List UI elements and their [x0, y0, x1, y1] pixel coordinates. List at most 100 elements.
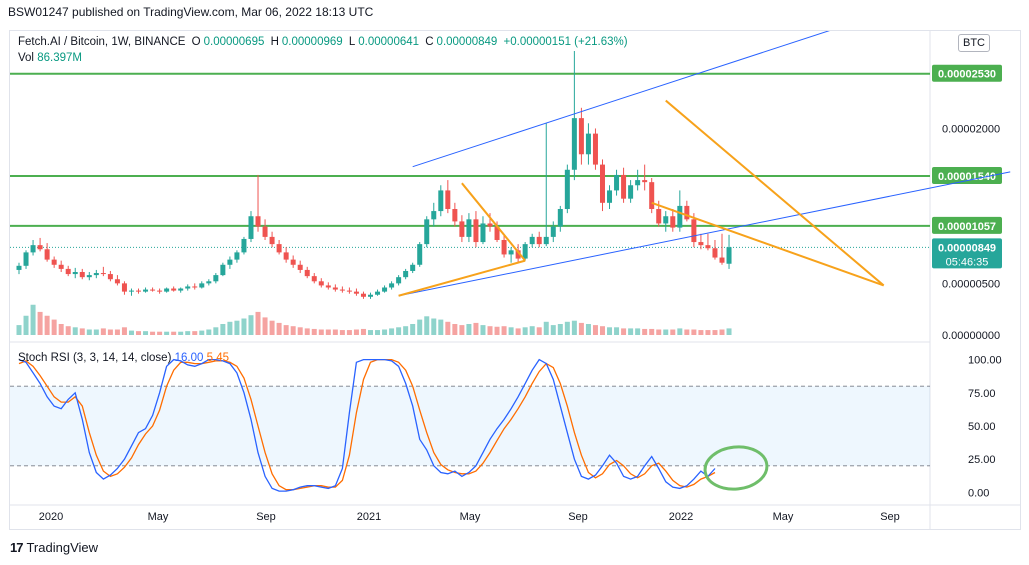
volume-bar: [255, 311, 261, 335]
high-value: 0.00000969: [281, 36, 343, 48]
volume-bar: [30, 304, 36, 335]
candle-body: [100, 273, 106, 275]
candle-body: [178, 288, 184, 291]
volume-bar: [705, 330, 711, 335]
volume-bar: [487, 326, 493, 335]
candle-body: [599, 164, 605, 203]
candle-body: [459, 221, 465, 237]
candle-body: [332, 287, 338, 290]
candle-body: [494, 226, 500, 240]
candle-body: [677, 205, 683, 228]
candle-body: [607, 190, 613, 203]
candle-body: [143, 289, 149, 292]
volume-bar: [79, 328, 85, 335]
tradingview-mark-icon: 17: [10, 540, 24, 555]
low-label: L: [348, 36, 356, 48]
candle-body: [438, 190, 444, 212]
level-price-tag: [932, 216, 1002, 234]
open-value: 0.00000695: [203, 36, 265, 48]
trend-line: [461, 182, 526, 262]
channel-line: [398, 171, 1011, 297]
volume-bar: [269, 320, 275, 335]
volume-bar: [157, 331, 163, 335]
candle-body: [684, 205, 690, 220]
x-tick-label: May: [773, 511, 794, 523]
symbol-label[interactable]: Fetch.AI / Bitcoin, 1W, BINANCE: [18, 36, 186, 48]
candle-body: [389, 283, 395, 288]
tradingview-logo[interactable]: 17 TradingView: [10, 540, 98, 555]
candle-body: [536, 236, 542, 245]
stoch-label[interactable]: Stoch RSI (3, 3, 14, 14, close): [18, 352, 172, 364]
candle-body: [712, 248, 718, 258]
volume-bar: [445, 321, 451, 335]
candle-body: [51, 259, 57, 265]
candle-body: [642, 180, 648, 183]
candle-body: [452, 209, 458, 222]
candle-body: [585, 133, 591, 155]
volume-bar: [382, 329, 388, 335]
candle-body: [382, 287, 388, 292]
volume-bar: [353, 329, 359, 335]
chart-svg[interactable]: 0.00002530 0.00001540 0.00001057 0.00000849…: [10, 31, 1020, 529]
volume-bar: [44, 315, 50, 335]
candle-body: [649, 182, 655, 210]
volume-bar: [628, 328, 634, 335]
volume-bar: [670, 329, 676, 335]
candle-body: [276, 244, 282, 253]
volume-bar: [578, 322, 584, 335]
volume-bar: [466, 324, 472, 335]
volume-bar: [691, 329, 697, 335]
candle-body: [656, 209, 662, 224]
volume-bar: [614, 327, 620, 335]
candle-body: [410, 264, 416, 271]
volume-bar: [318, 329, 324, 335]
candle-body: [550, 226, 556, 237]
candle-body: [431, 211, 437, 220]
candle-body: [480, 223, 486, 243]
countdown-label: 05:46:35: [946, 256, 989, 268]
volume-label[interactable]: Vol: [18, 52, 34, 64]
candle-body: [592, 133, 598, 165]
candle-body: [621, 174, 627, 199]
price-tick-label: 0.00000000: [942, 330, 1000, 342]
volume-bar: [121, 327, 127, 335]
volume-bar: [93, 329, 99, 335]
candle-body: [234, 252, 240, 260]
volume-bar: [607, 327, 613, 335]
stoch-tick-label: 100.00: [968, 355, 1002, 367]
volume-bar: [424, 316, 430, 335]
candle-body: [262, 226, 268, 237]
volume-bar: [16, 325, 22, 335]
volume-bar: [726, 328, 732, 335]
candle-body: [635, 180, 641, 186]
level-price-label: 0.00002530: [938, 69, 996, 81]
volume-bar: [234, 320, 240, 335]
volume-bar: [178, 331, 184, 335]
candle-body: [283, 252, 289, 260]
volume-bar: [536, 327, 542, 335]
candle-body: [571, 118, 577, 170]
last-price-tag: [932, 238, 1002, 269]
volume-bar: [262, 317, 268, 335]
candle-body: [290, 259, 296, 265]
last-price-label: 0.00000849: [938, 242, 996, 254]
volume-bar: [473, 322, 479, 335]
volume-bar: [564, 321, 570, 335]
volume-bar: [311, 328, 317, 335]
candle-body: [304, 269, 310, 277]
candle-body: [424, 219, 430, 245]
candle-body: [325, 285, 331, 288]
candle-body: [515, 250, 521, 259]
close-value: 0.00000849: [436, 36, 498, 48]
candle-body: [136, 290, 142, 292]
volume-bar: [58, 324, 64, 335]
volume-bar: [571, 320, 577, 335]
candle-body: [23, 252, 29, 266]
volume-bar: [241, 318, 247, 335]
candle-body: [578, 118, 584, 155]
candle-body: [269, 236, 275, 245]
stoch-d-line: [18, 358, 716, 491]
currency-badge[interactable]: BTC: [958, 34, 990, 52]
candle-body: [318, 281, 324, 286]
circle-annotation: [703, 445, 769, 491]
